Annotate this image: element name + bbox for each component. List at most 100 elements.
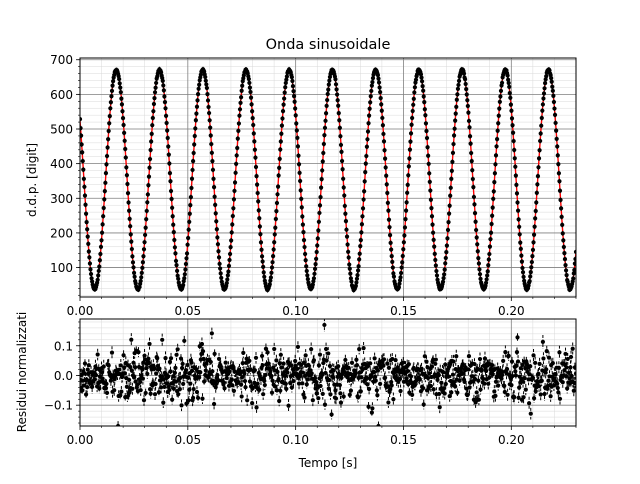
data-point	[207, 118, 212, 123]
data-point	[303, 251, 308, 257]
data-point	[194, 104, 200, 109]
data-point	[410, 108, 415, 114]
residual-point	[178, 375, 183, 380]
residual-point	[446, 374, 451, 379]
residual-point	[333, 396, 339, 401]
data-point	[513, 164, 518, 169]
data-point	[532, 224, 537, 229]
data-point	[153, 85, 158, 90]
data-point	[252, 139, 257, 144]
residual-point	[437, 405, 442, 410]
residual-point	[300, 370, 305, 375]
data-point	[493, 153, 499, 158]
data-point	[284, 74, 289, 79]
data-point	[83, 202, 88, 207]
data-point	[82, 193, 88, 198]
residual-point	[138, 379, 143, 385]
residual-point	[487, 375, 492, 380]
data-point	[539, 123, 544, 128]
data-point	[163, 113, 169, 118]
residual-point	[243, 385, 248, 390]
data-point	[510, 130, 516, 135]
data-point	[236, 121, 241, 126]
data-point	[324, 103, 329, 108]
data-point	[369, 88, 374, 94]
data-point	[509, 116, 515, 121]
data-point	[321, 150, 326, 156]
data-point	[361, 197, 366, 202]
data-point	[322, 125, 328, 130]
residual-point	[247, 358, 252, 363]
residual-point	[122, 371, 127, 376]
residual-point	[478, 387, 483, 392]
residual-point	[303, 353, 308, 358]
residual-point	[556, 390, 561, 395]
residual-point	[339, 375, 344, 380]
data-point	[476, 261, 481, 266]
residual-point	[104, 381, 109, 386]
data-point	[299, 205, 304, 210]
data-point	[226, 263, 232, 268]
data-point	[485, 269, 490, 274]
data-point	[141, 254, 146, 259]
data-point	[376, 76, 381, 81]
data-point	[206, 104, 211, 110]
data-point	[406, 164, 411, 169]
data-point	[404, 200, 409, 205]
data-point	[314, 249, 319, 255]
data-point	[378, 96, 383, 101]
top-axis-ticks: 0.00 0.05 0.10 0.15 0.20 100 200 300 400 500 600 70…	[50, 53, 577, 318]
data-point	[533, 208, 538, 214]
bottom-x-tick-label: 0.00	[67, 433, 94, 447]
residual-point	[250, 401, 255, 406]
data-point	[337, 118, 342, 123]
residual-point	[506, 353, 511, 358]
data-point	[152, 96, 157, 101]
data-point	[556, 171, 562, 176]
data-point	[106, 128, 111, 134]
data-point	[559, 206, 564, 211]
residual-point	[367, 386, 372, 392]
data-point	[553, 120, 558, 126]
data-point	[444, 243, 449, 248]
residual-point	[182, 338, 187, 343]
data-point	[540, 108, 545, 113]
residual-point	[472, 361, 477, 367]
data-point	[119, 102, 125, 107]
residual-point	[537, 361, 542, 366]
residual-point	[322, 402, 328, 407]
data-point	[149, 139, 154, 144]
data-point	[405, 190, 410, 195]
residual-point	[168, 356, 174, 361]
data-point	[303, 258, 308, 263]
data-point	[132, 274, 137, 279]
data-point	[360, 206, 366, 211]
bottom-x-tick-label: 0.20	[498, 433, 525, 447]
residual-point	[417, 377, 422, 382]
data-point	[278, 139, 283, 144]
residual-point	[191, 386, 196, 392]
bottom-y-tick-label: −0.1	[44, 399, 73, 413]
top-x-tick-label: 0.10	[282, 304, 309, 318]
data-point	[296, 162, 302, 167]
residual-point	[544, 348, 549, 354]
residual-point	[437, 391, 442, 397]
data-point	[98, 244, 104, 249]
data-point	[312, 266, 318, 271]
data-point	[571, 276, 576, 281]
data-point	[139, 270, 144, 276]
residual-point	[224, 375, 229, 381]
data-point	[87, 261, 93, 266]
data-point	[401, 240, 406, 245]
data-point	[339, 158, 345, 164]
data-point	[461, 71, 467, 76]
data-point	[175, 268, 180, 274]
data-point	[388, 240, 393, 245]
data-point	[147, 156, 153, 162]
data-point	[387, 232, 393, 238]
data-point	[183, 261, 189, 267]
data-point	[100, 222, 105, 227]
data-point	[385, 200, 390, 206]
residual-point	[357, 370, 362, 375]
data-point	[573, 249, 576, 254]
